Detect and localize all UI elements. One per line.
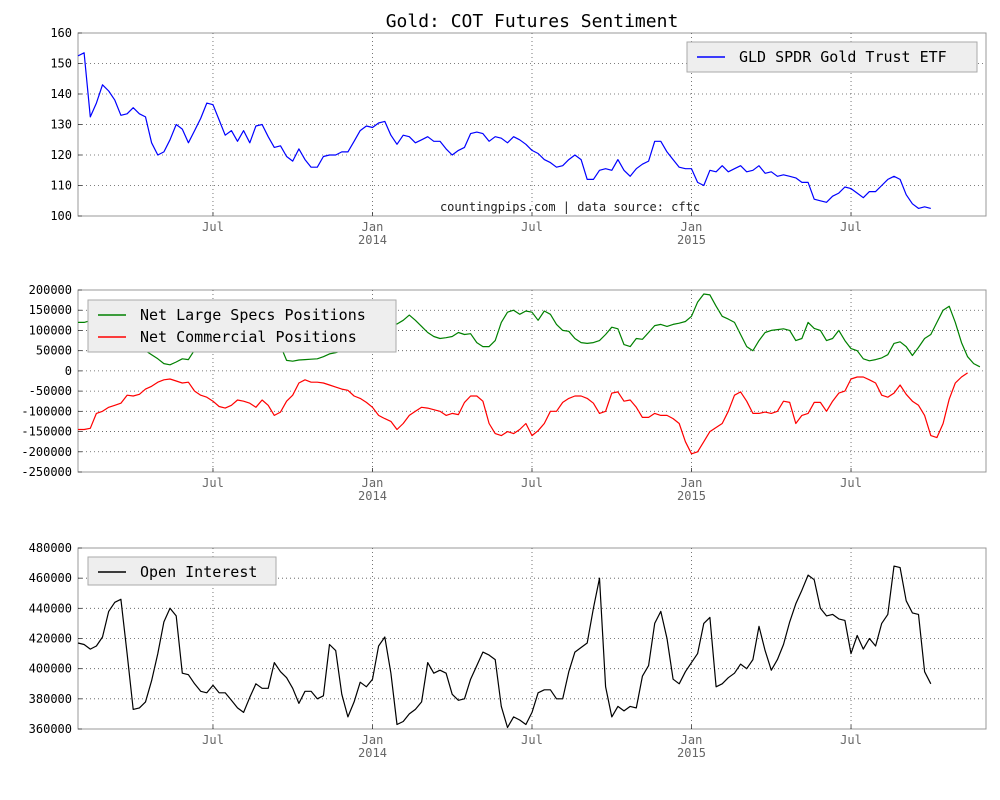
x-tick-label: Jan (681, 733, 703, 747)
y-tick-label: 460000 (29, 571, 72, 585)
y-tick-label: 400000 (29, 662, 72, 676)
x-tick-label: Jul (521, 476, 543, 490)
y-tick-label: 360000 (29, 722, 72, 736)
y-tick-label: 200000 (29, 283, 72, 297)
legend-entry: Net Commercial Positions (140, 328, 357, 346)
x-tick-year-label: 2014 (358, 233, 387, 247)
chart-title: Gold: COT Futures Sentiment (386, 11, 679, 32)
x-tick-label: Jul (202, 733, 224, 747)
y-tick-label: 150000 (29, 303, 72, 317)
y-tick-label: 120 (50, 148, 72, 162)
y-tick-label: 100 (50, 209, 72, 223)
y-tick-label: 160 (50, 26, 72, 40)
x-tick-year-label: 2014 (358, 489, 387, 503)
legend-box (87, 299, 397, 353)
x-tick-label: Jul (202, 476, 224, 490)
y-tick-label: 0 (65, 364, 72, 378)
y-tick-label: 480000 (29, 541, 72, 555)
legend-box (87, 556, 277, 586)
y-tick-label: 420000 (29, 632, 72, 646)
legend-entry: GLD SPDR Gold Trust ETF (739, 48, 947, 66)
x-tick-label: Jan (681, 220, 703, 234)
y-tick-label: 140 (50, 87, 72, 101)
legend-box (686, 41, 978, 73)
y-tick-label: 50000 (36, 344, 72, 358)
x-tick-label: Jul (202, 220, 224, 234)
series-line-open-interest (77, 565, 932, 729)
series-line-net-commercial-positions (78, 372, 968, 455)
x-tick-year-label: 2015 (677, 746, 706, 760)
y-tick-label: 440000 (29, 601, 72, 615)
y-tick-label: 150 (50, 57, 72, 71)
legend: Open Interest (87, 556, 277, 586)
x-tick-label: Jan (362, 476, 384, 490)
y-tick-label: -50000 (29, 384, 72, 398)
legend-entry: Net Large Specs Positions (140, 306, 366, 324)
x-tick-label: Jul (840, 476, 862, 490)
panel-3: 360000 380000 400000 420000 440000 460000 4800… (29, 541, 987, 760)
y-tick-label: -200000 (21, 445, 72, 459)
y-tick-label: -150000 (21, 425, 72, 439)
series-line-gld-spdr-gold-trust-etf (77, 52, 931, 209)
x-tick-year-label: 2015 (677, 489, 706, 503)
y-tick-label: 380000 (29, 692, 72, 706)
x-tick-label: Jul (840, 220, 862, 234)
y-tick-label: 100000 (29, 323, 72, 337)
data-source-watermark: countingpips.com | data source: cftc (440, 200, 700, 214)
y-tick-label: 130 (50, 118, 72, 132)
x-tick-label: Jan (362, 733, 384, 747)
x-tick-label: Jul (521, 733, 543, 747)
y-tick-label: 110 (50, 179, 72, 193)
x-tick-label: Jul (521, 220, 543, 234)
x-tick-year-label: 2015 (677, 233, 706, 247)
y-tick-label: -250000 (21, 465, 72, 479)
x-tick-label: Jan (362, 220, 384, 234)
legend-entry: Open Interest (140, 563, 257, 581)
legend: GLD SPDR Gold Trust ETF (686, 41, 978, 73)
x-tick-year-label: 2014 (358, 746, 387, 760)
legend: Net Large Specs Positions Net Commercial … (87, 299, 397, 353)
x-tick-label: Jan (681, 476, 703, 490)
x-tick-label: Jul (840, 733, 862, 747)
panel-2: -250000 -200000 -150000 -100000 -50000 0 50000… (21, 283, 987, 503)
y-tick-label: -100000 (21, 404, 72, 418)
